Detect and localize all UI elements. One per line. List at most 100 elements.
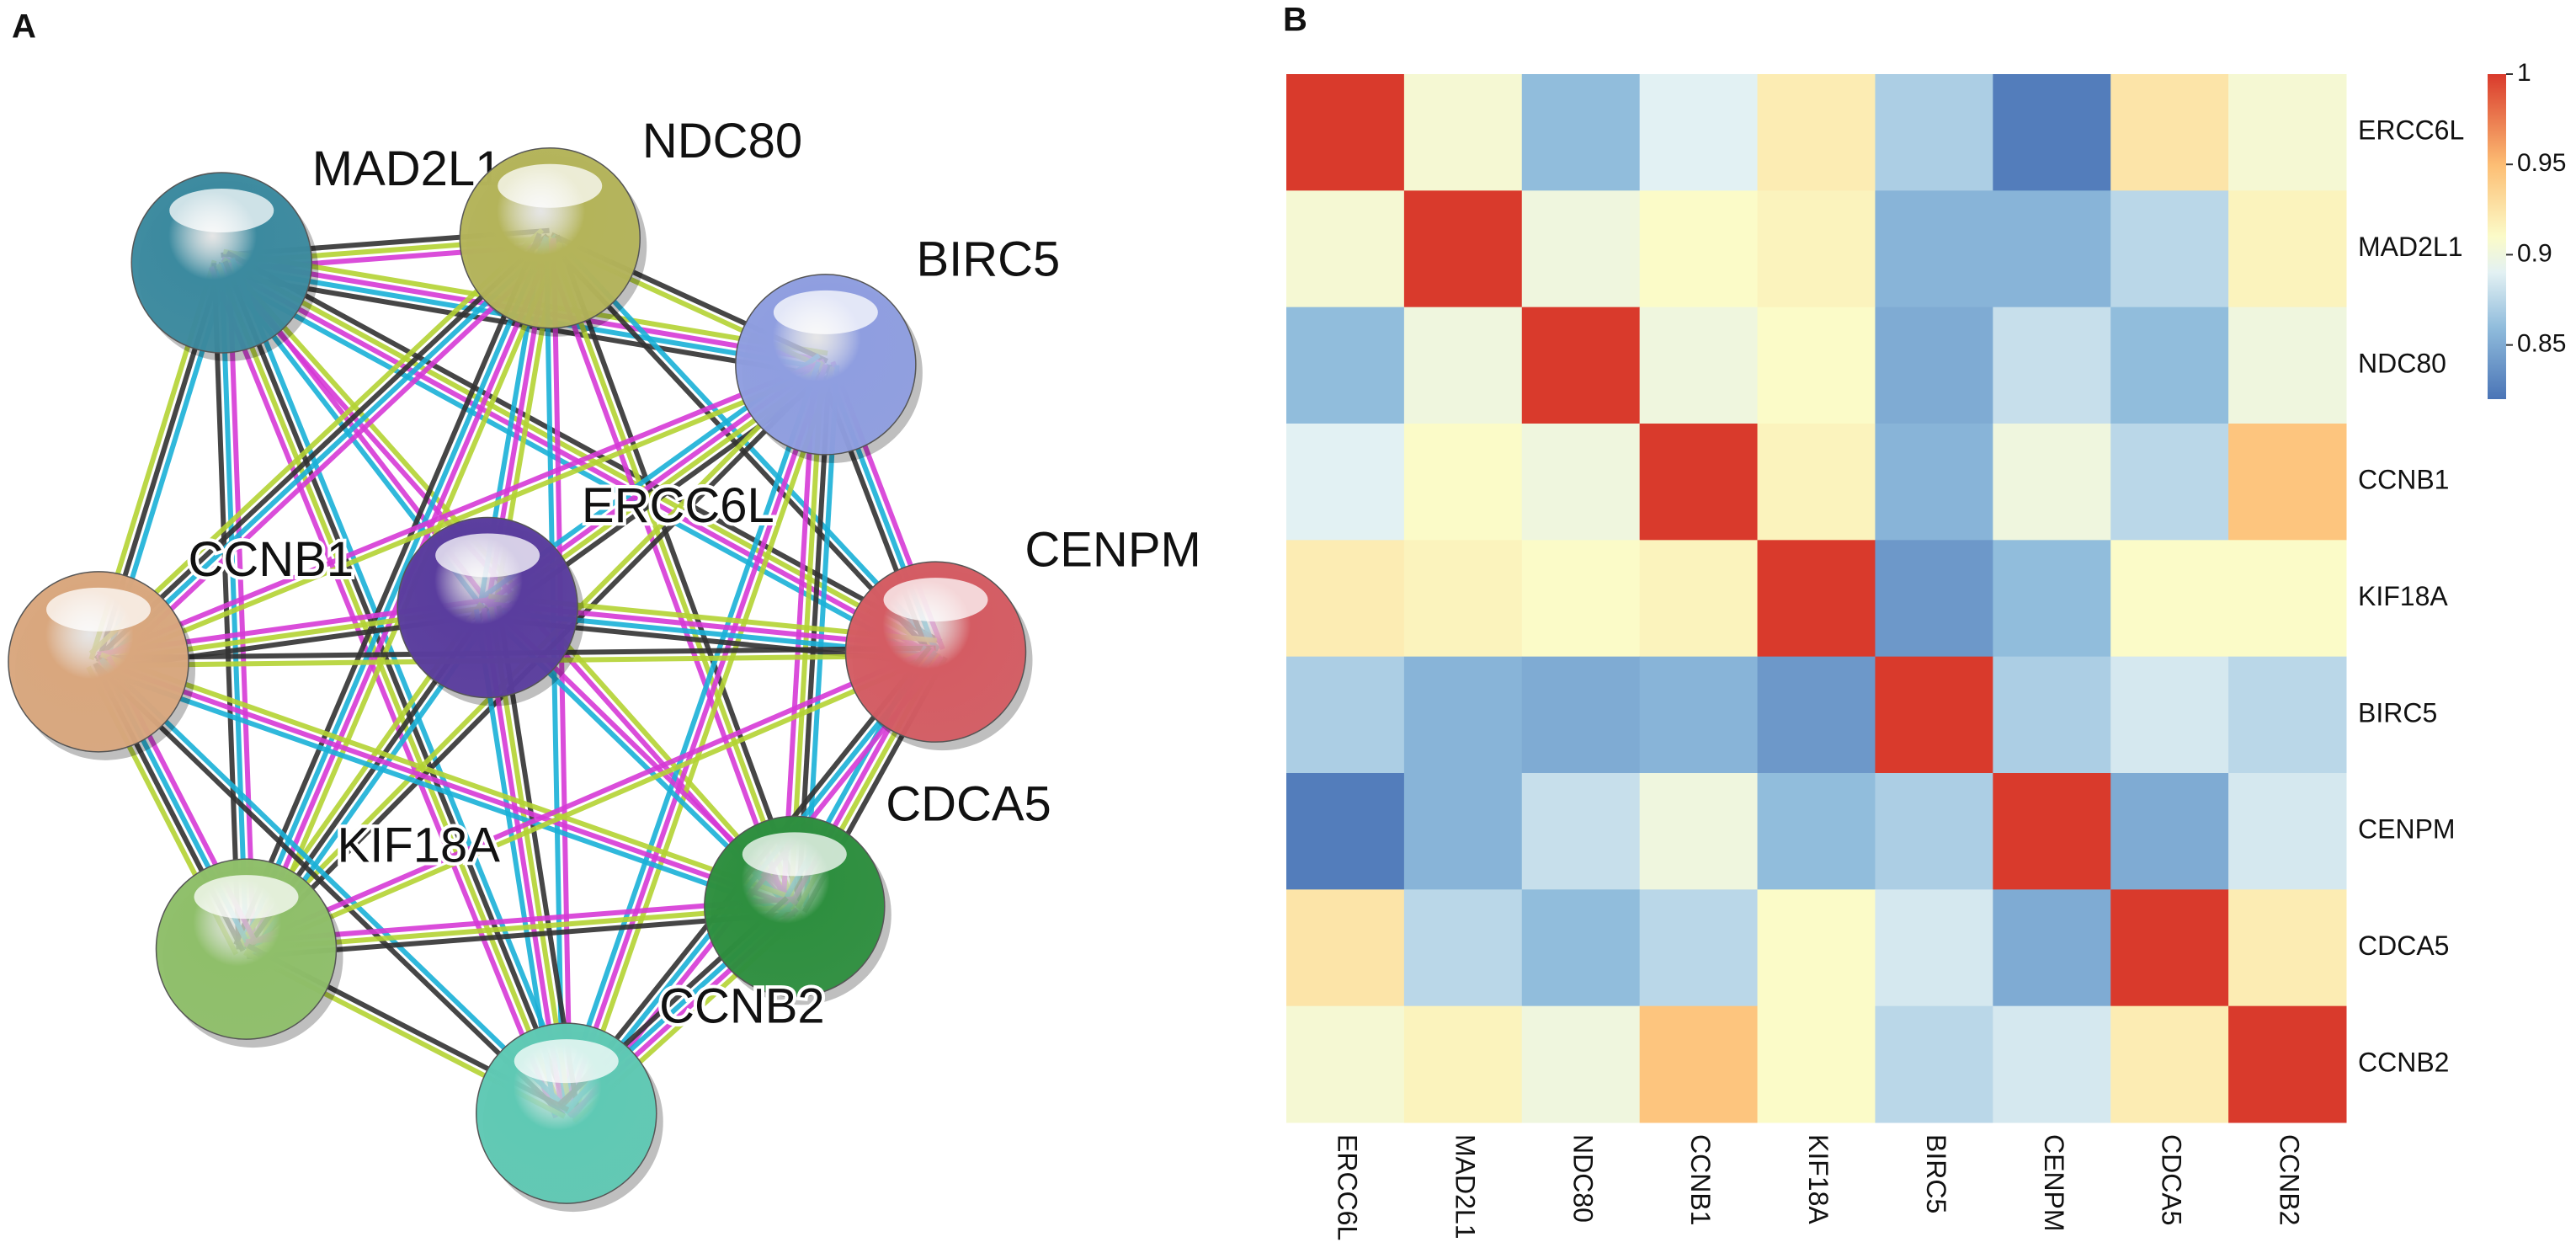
colorbar-tick-label: 0.9 [2517, 239, 2552, 267]
heatmap-cell [1875, 190, 1993, 308]
edge [208, 265, 559, 1119]
edge [96, 358, 826, 661]
edge [226, 250, 943, 644]
heatmap-cell [1875, 656, 1993, 774]
heatmap-cell [2228, 190, 2347, 308]
row-label: NDC80 [2358, 348, 2446, 378]
node-highlight [742, 832, 847, 877]
heatmap-cell [2228, 540, 2347, 658]
edge [247, 653, 939, 955]
node-highlight [194, 875, 299, 920]
edge [104, 244, 560, 672]
heatmap-cell [1875, 74, 1993, 191]
node-label: KIF18A [338, 818, 501, 872]
column-label: CCNB1 [1685, 1134, 1716, 1225]
row-label: MAD2L1 [2358, 232, 2463, 262]
heatmap-cell [2110, 656, 2229, 774]
heatmap-cell [1403, 307, 1523, 424]
colorbar [2488, 74, 2506, 399]
heatmap-cell [1286, 190, 1405, 308]
edge [246, 911, 796, 960]
heatmap-cell [1639, 889, 1759, 1007]
heatmap-cell [2110, 889, 2229, 1007]
heatmap-cell [1521, 889, 1641, 1007]
heatmap-cell [2110, 424, 2229, 541]
heatmap-cell [1757, 1005, 1876, 1123]
node-highlight [514, 1039, 619, 1084]
edge [554, 234, 805, 905]
heatmap-cell [1403, 1005, 1523, 1123]
column-label: CDCA5 [2157, 1134, 2187, 1225]
node-highlight [169, 189, 274, 232]
heatmap-cell [2228, 773, 2347, 890]
heatmap-cell [1993, 307, 2111, 424]
node-highlight [883, 578, 988, 622]
edge [246, 904, 796, 952]
heatmap-cell [1286, 889, 1405, 1007]
edge [571, 365, 836, 1117]
heatmap-cell [1875, 889, 1993, 1007]
row-label: KIF18A [2358, 581, 2448, 611]
node-label: CDCA5 [886, 777, 1051, 832]
edge [219, 262, 249, 950]
heatmap-cell [1993, 540, 2111, 658]
heatmap-cell [1521, 307, 1641, 424]
heatmap-cell [1757, 190, 1876, 308]
column-label: CENPM [2039, 1134, 2069, 1232]
edge [243, 646, 935, 948]
colorbar-tick-label: 0.85 [2517, 330, 2566, 358]
node-highlight [435, 533, 540, 578]
row-label: BIRC5 [2358, 697, 2437, 728]
heatmap-cell [1639, 773, 1759, 890]
heatmap-cell [2228, 74, 2347, 191]
heatmap-cell [1757, 74, 1876, 191]
heatmap-cell [2110, 773, 2229, 890]
edge [233, 232, 542, 946]
heatmap-cell [1875, 773, 1993, 890]
panel-label: B [1283, 2, 1307, 39]
heatmap-cell [1639, 307, 1759, 424]
heatmap-cell [1993, 773, 2111, 890]
heatmap-cell [1757, 889, 1876, 1007]
row-label: CCNB1 [2358, 465, 2449, 495]
node-highlight [498, 163, 603, 208]
heatmap-cell [1875, 307, 1993, 424]
heatmap-cell [1757, 424, 1876, 541]
row-label: CDCA5 [2358, 930, 2449, 961]
colorbar-tick-label: 0.95 [2517, 149, 2566, 177]
heatmap-cell [1286, 424, 1405, 541]
heatmap-cell [1521, 656, 1641, 774]
heatmap-cell [1639, 1005, 1759, 1123]
network-panel: MAD2L1 NDC80 BIRC5 ERCC6L CCNB1 CENPM CDCA5 KIF… [8, 110, 1205, 1213]
heatmap-cell [2228, 1005, 2347, 1123]
heatmap-cell [1286, 74, 1405, 191]
heatmap-cell [2110, 307, 2229, 424]
column-label: KIF18A [1803, 1134, 1834, 1224]
column-label: NDC80 [1567, 1134, 1598, 1223]
node-label: ERCC6L [582, 478, 774, 533]
heatmap-cell [2110, 190, 2229, 308]
heatmap-cell [1403, 424, 1523, 541]
heatmap-cell [1993, 656, 2111, 774]
edge [540, 239, 790, 910]
row-label: CCNB2 [2358, 1047, 2449, 1077]
heatmap-cell [1286, 656, 1405, 774]
row-label: ERCC6L [2358, 115, 2464, 146]
edge [229, 257, 580, 1111]
node-label: MAD2L1 [312, 141, 503, 196]
node-label: CENPM [1025, 522, 1200, 577]
edge [563, 363, 828, 1115]
edge [245, 896, 795, 945]
heatmap-cell [2228, 889, 2347, 1007]
node-label: CCNB2 [659, 979, 825, 1034]
panel-label: A [12, 8, 36, 45]
node-highlight [46, 587, 151, 632]
heatmap-cell [1993, 889, 2111, 1007]
heatmap-cell [1639, 424, 1759, 541]
edge [216, 263, 566, 1116]
column-label: CCNB2 [2275, 1134, 2305, 1225]
heatmap-cell [1993, 74, 2111, 191]
heatmap-cell [1286, 307, 1405, 424]
edge [99, 657, 571, 1113]
heatmap-cell [1757, 656, 1876, 774]
